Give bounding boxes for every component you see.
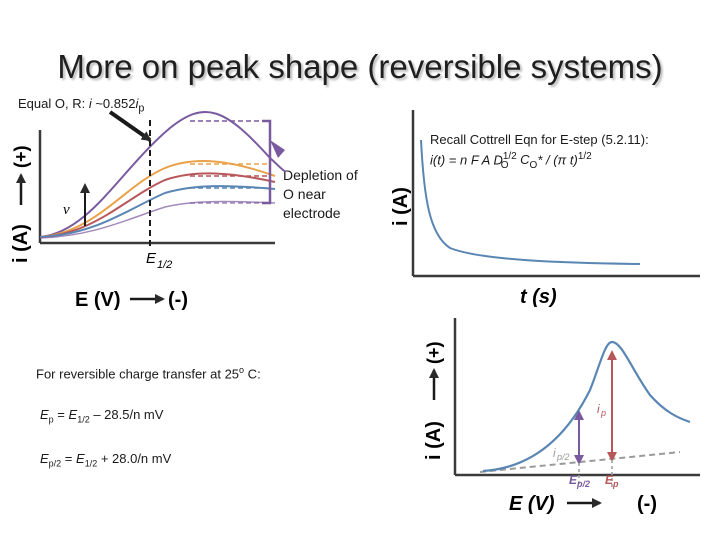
right-y-label: i (A)	[390, 187, 412, 226]
right-x-label: t (s)	[520, 286, 557, 308]
left-voltammogram: ν i (A) (+) E 1/2 E (V) (-)	[10, 110, 287, 311]
cottrell-equation: Recall Cottrell Eqn for E-step (5.2.11):…	[430, 132, 649, 171]
left-x-label: E (V)	[75, 289, 121, 311]
cottrell-curve	[420, 139, 641, 265]
reversible-heading: For reversible charge transfer at 25o C:	[36, 365, 261, 382]
nu-symbol: ν	[63, 202, 70, 218]
bottom-y-label: i (A)	[423, 421, 445, 460]
left-x-minus: (-)	[168, 289, 188, 311]
slide-title: More on peak shape (reversible systems)	[57, 48, 663, 85]
cottrell-plot: i (A) t (s)	[390, 110, 700, 308]
left-y-plus: (+)	[11, 145, 31, 168]
ip-sub: p	[600, 408, 606, 418]
ep2-sub: p/2	[576, 479, 590, 489]
ep-label: E	[605, 473, 614, 487]
curve-red	[39, 172, 276, 238]
depletion-bracket	[262, 119, 272, 205]
depletion-label: Depletion of O near electrode	[283, 167, 358, 221]
curve-lowest	[39, 200, 276, 239]
ip2-label: i	[553, 446, 556, 460]
curve-orange	[39, 160, 276, 238]
ip-label: i	[597, 402, 600, 416]
top-note-arrow	[108, 110, 152, 142]
curve-purple	[39, 111, 287, 238]
ip2-sub: p/2	[556, 452, 570, 462]
peak-parameters-plot: i p i p/2 E p/2 E p i (A) (+) E (V) (-)	[423, 318, 700, 515]
bottom-x-label: E (V)	[509, 493, 555, 515]
e-half-label: E	[146, 250, 157, 267]
bottom-y-plus: (+)	[424, 341, 444, 364]
ep2-equation: Ep/2 = E1/2 + 28.0/n mV	[40, 451, 172, 469]
e-half-sub: 1/2	[157, 259, 172, 271]
ep-sub: p	[612, 479, 619, 489]
ep2-label: E	[569, 473, 578, 487]
curve-blue	[39, 185, 276, 238]
left-y-label: i (A)	[10, 224, 32, 263]
depletion-pointer	[270, 140, 285, 158]
bottom-curve	[482, 340, 691, 473]
bottom-x-minus: (-)	[637, 493, 657, 515]
equal-o-r-note: Equal O, R: i ~0.852ip	[18, 96, 145, 115]
ep-equation: Ep = E1/2 – 28.5/n mV	[40, 407, 164, 425]
